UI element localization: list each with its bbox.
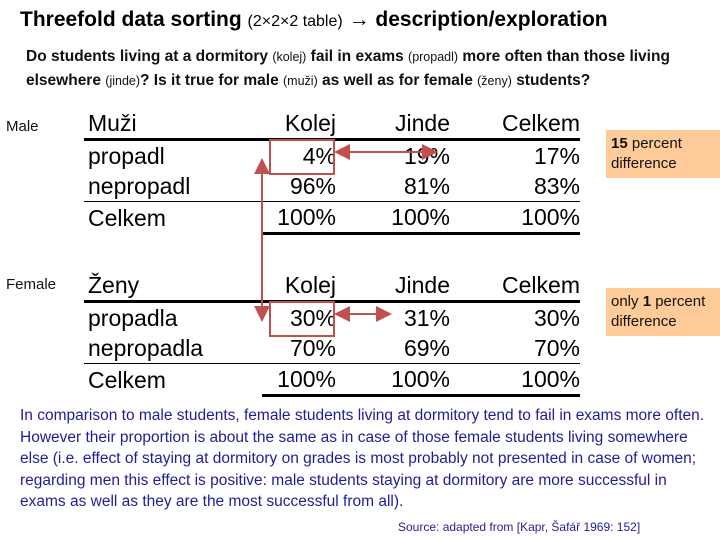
q-term: (muži) — [283, 74, 318, 88]
row-label: propadla — [88, 305, 178, 331]
female-note: only 1 percent difference — [606, 288, 720, 336]
female-note-value: 1 — [642, 293, 652, 310]
table-cell: 100% — [338, 201, 450, 235]
table-cell: 70% — [533, 335, 580, 361]
q-part: fail in exams — [310, 48, 404, 65]
source-citation: Source: adapted from [Kapr, Šafář 1969: … — [398, 520, 641, 534]
table-header-row: Ženy Kolej Jinde Celkem — [84, 270, 580, 303]
header-cell: Ženy — [84, 270, 262, 303]
header-cell: Muži — [84, 108, 262, 141]
row-label: propadl — [88, 143, 165, 169]
female-kolej-highlight-box — [269, 301, 335, 337]
male-note-value: 15 — [611, 135, 628, 152]
table-cell: 81% — [403, 173, 450, 199]
table-total-row: Celkem 100% 100% 100% — [84, 363, 580, 397]
table-cell: 4% — [302, 143, 336, 169]
table-cell: 30% — [533, 305, 580, 331]
title-paren: (2×2×2 table) — [247, 13, 343, 30]
table-row: nepropadl 96% 81% 83% — [84, 171, 580, 202]
table-row: propadla 30% 31% 30% — [84, 302, 580, 334]
row-label: nepropadl — [88, 173, 191, 199]
female-table: Ženy Kolej Jinde Celkem propadla 30% 31%… — [84, 270, 580, 397]
male-note-text: percent difference — [611, 135, 682, 172]
table-header-row: Muži Kolej Jinde Celkem — [84, 108, 580, 141]
group-label-female: Female — [6, 276, 57, 293]
title-main: Threefold data sorting — [20, 8, 242, 31]
female-note-text: percent difference — [611, 293, 706, 330]
q-part: as well as for female — [322, 72, 473, 89]
table-cell: 83% — [533, 173, 580, 199]
conclusion-text: In comparison to male students, female s… — [20, 407, 705, 510]
header-cell: Jinde — [338, 270, 450, 303]
header-cell: Celkem — [450, 108, 580, 141]
table-cell: 31% — [403, 305, 450, 331]
table-cell: 96% — [289, 173, 336, 199]
header-cell: Kolej — [262, 108, 338, 141]
table-cell: 100% — [450, 363, 580, 397]
q-term: (ženy) — [477, 74, 512, 88]
header-cell: Celkem — [450, 270, 580, 303]
row-label: Celkem — [84, 201, 262, 234]
row-label: nepropadla — [88, 335, 204, 361]
table-cell: 17% — [533, 143, 580, 169]
q-part: students? — [516, 72, 591, 89]
header-cell: Kolej — [262, 270, 338, 303]
table-row: nepropadla 70% 69% 70% — [84, 333, 580, 364]
group-label-male: Male — [6, 118, 39, 135]
q-part: more often than those living elsewhere — [26, 48, 670, 89]
table-cell: 100% — [450, 201, 580, 235]
title-arrow: → description/exploration — [348, 8, 608, 31]
q-part: ? Is it true for male — [140, 72, 279, 89]
male-kolej-highlight-box — [269, 139, 335, 175]
header-cell: Jinde — [338, 108, 450, 141]
q-term: (kolej) — [272, 50, 307, 64]
table-cell: 69% — [403, 335, 450, 361]
research-question: Do students living at a dormitory (kolej… — [26, 45, 716, 93]
q-term: (propadl) — [408, 50, 459, 64]
table-cell: 100% — [262, 201, 338, 235]
q-part: Do students living at a dormitory — [26, 48, 268, 65]
row-label: Celkem — [84, 363, 262, 396]
table-cell: 100% — [338, 363, 450, 397]
table-cell: 100% — [262, 363, 338, 397]
female-note-prefix: only — [611, 293, 639, 310]
male-note: 15 percent difference — [606, 130, 720, 178]
table-cell: 30% — [289, 305, 336, 331]
q-term: (jinde) — [105, 74, 141, 88]
slide-title: Threefold data sorting (2×2×2 table) → d… — [20, 8, 608, 32]
table-total-row: Celkem 100% 100% 100% — [84, 201, 580, 235]
table-cell: 70% — [289, 335, 336, 361]
